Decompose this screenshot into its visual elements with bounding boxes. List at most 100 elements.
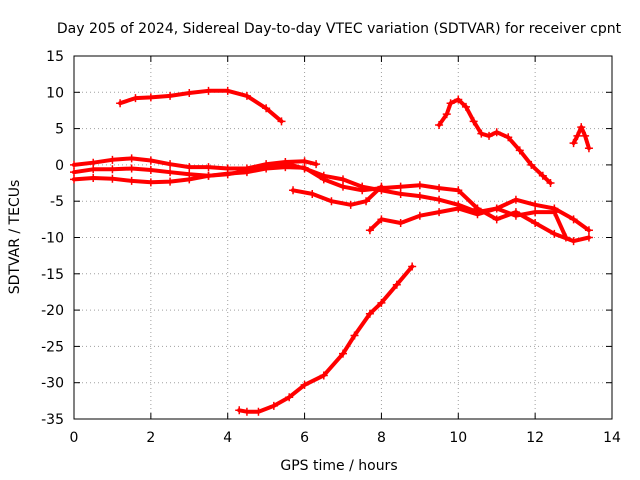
y-tick-label: -5	[50, 194, 64, 210]
data-point	[108, 165, 117, 174]
data-point	[127, 176, 136, 185]
data-point	[396, 189, 405, 198]
data-point	[550, 229, 559, 238]
data-point	[235, 406, 244, 415]
data-point	[166, 168, 175, 177]
data-point	[146, 93, 155, 102]
data-point	[546, 179, 555, 188]
data-point	[262, 162, 271, 171]
data-point	[89, 165, 98, 174]
data-point	[485, 131, 494, 140]
data-point	[492, 128, 501, 137]
data-point	[146, 178, 155, 187]
data-point	[204, 86, 213, 95]
series-arc-7	[435, 95, 555, 188]
data-point	[146, 165, 155, 174]
data-point	[550, 208, 559, 217]
data-point	[70, 160, 78, 169]
data-point	[561, 233, 570, 242]
x-tick-label: 12	[526, 430, 544, 446]
data-point	[415, 181, 424, 190]
data-point	[581, 131, 590, 140]
series-arc-9	[235, 262, 417, 416]
data-point	[358, 182, 367, 191]
data-point	[531, 218, 540, 227]
data-point	[538, 171, 547, 180]
data-point	[577, 123, 586, 132]
data-point	[131, 94, 140, 103]
data-point	[308, 189, 317, 198]
data-point	[454, 186, 463, 195]
tick-layer: 0 2 4 6 8 10 12 14 15 10 5 0 -5 -10 -15 -20 -25 -30 -35	[41, 49, 621, 446]
series-line	[437, 97, 553, 185]
data-point	[584, 144, 593, 153]
data-point	[166, 160, 175, 169]
data-point	[319, 171, 328, 180]
data-point	[377, 298, 386, 307]
data-point	[477, 129, 486, 138]
data-point	[511, 195, 520, 204]
data-point	[365, 226, 374, 235]
data-point	[469, 117, 478, 126]
data-point	[461, 102, 470, 111]
data-point	[277, 117, 286, 126]
data-point	[223, 86, 232, 95]
data-point	[185, 170, 194, 179]
y-axis-label: SDTVAR / TECUs	[7, 180, 23, 295]
data-point	[166, 177, 175, 186]
y-tick-label: 0	[55, 158, 64, 174]
data-point	[70, 175, 78, 184]
data-point	[365, 309, 374, 318]
data-point	[242, 91, 251, 100]
series-line	[237, 264, 415, 414]
data-point	[127, 164, 136, 173]
data-point	[350, 331, 359, 340]
data-point	[454, 204, 463, 213]
data-point	[569, 237, 578, 246]
data-point	[504, 133, 513, 142]
data-point	[492, 204, 501, 213]
x-tick-label: 6	[300, 430, 309, 446]
data-point	[108, 174, 117, 183]
series-arc-5	[289, 182, 386, 209]
data-point	[569, 215, 578, 224]
series-line	[72, 165, 591, 244]
series-arc-4	[70, 159, 593, 235]
data-point	[185, 163, 194, 172]
data-point	[285, 393, 294, 402]
grid-layer	[74, 56, 612, 419]
data-point	[584, 233, 593, 242]
data-point	[127, 154, 136, 163]
data-point	[473, 210, 482, 219]
data-point	[89, 173, 98, 182]
data-point	[415, 211, 424, 220]
data-point	[339, 349, 347, 358]
data-point	[300, 380, 309, 389]
data-point	[242, 166, 251, 175]
data-point	[396, 182, 405, 191]
data-point	[511, 211, 520, 220]
series-arc-1	[116, 86, 286, 126]
data-point	[584, 226, 593, 235]
data-point	[116, 99, 125, 108]
data-point	[204, 171, 213, 180]
y-tick-label: 5	[55, 122, 64, 138]
y-tick-label: 15	[46, 49, 64, 65]
data-point	[454, 95, 463, 104]
x-tick-label: 10	[449, 430, 467, 446]
x-tick-label: 0	[70, 430, 79, 446]
x-tick-label: 8	[377, 430, 386, 446]
data-point	[312, 160, 321, 169]
data-point	[569, 139, 578, 148]
data-point	[254, 407, 263, 416]
data-point	[396, 218, 405, 227]
data-point	[223, 170, 232, 179]
series-arc-8	[569, 123, 593, 153]
chart-title: Day 205 of 2024, Sidereal Day-to-day VTE…	[57, 21, 622, 37]
data-point	[289, 186, 298, 195]
series-line	[118, 88, 284, 124]
data-point	[339, 175, 347, 184]
data-point	[515, 146, 524, 155]
data-point	[281, 159, 290, 168]
data-point	[327, 197, 336, 206]
